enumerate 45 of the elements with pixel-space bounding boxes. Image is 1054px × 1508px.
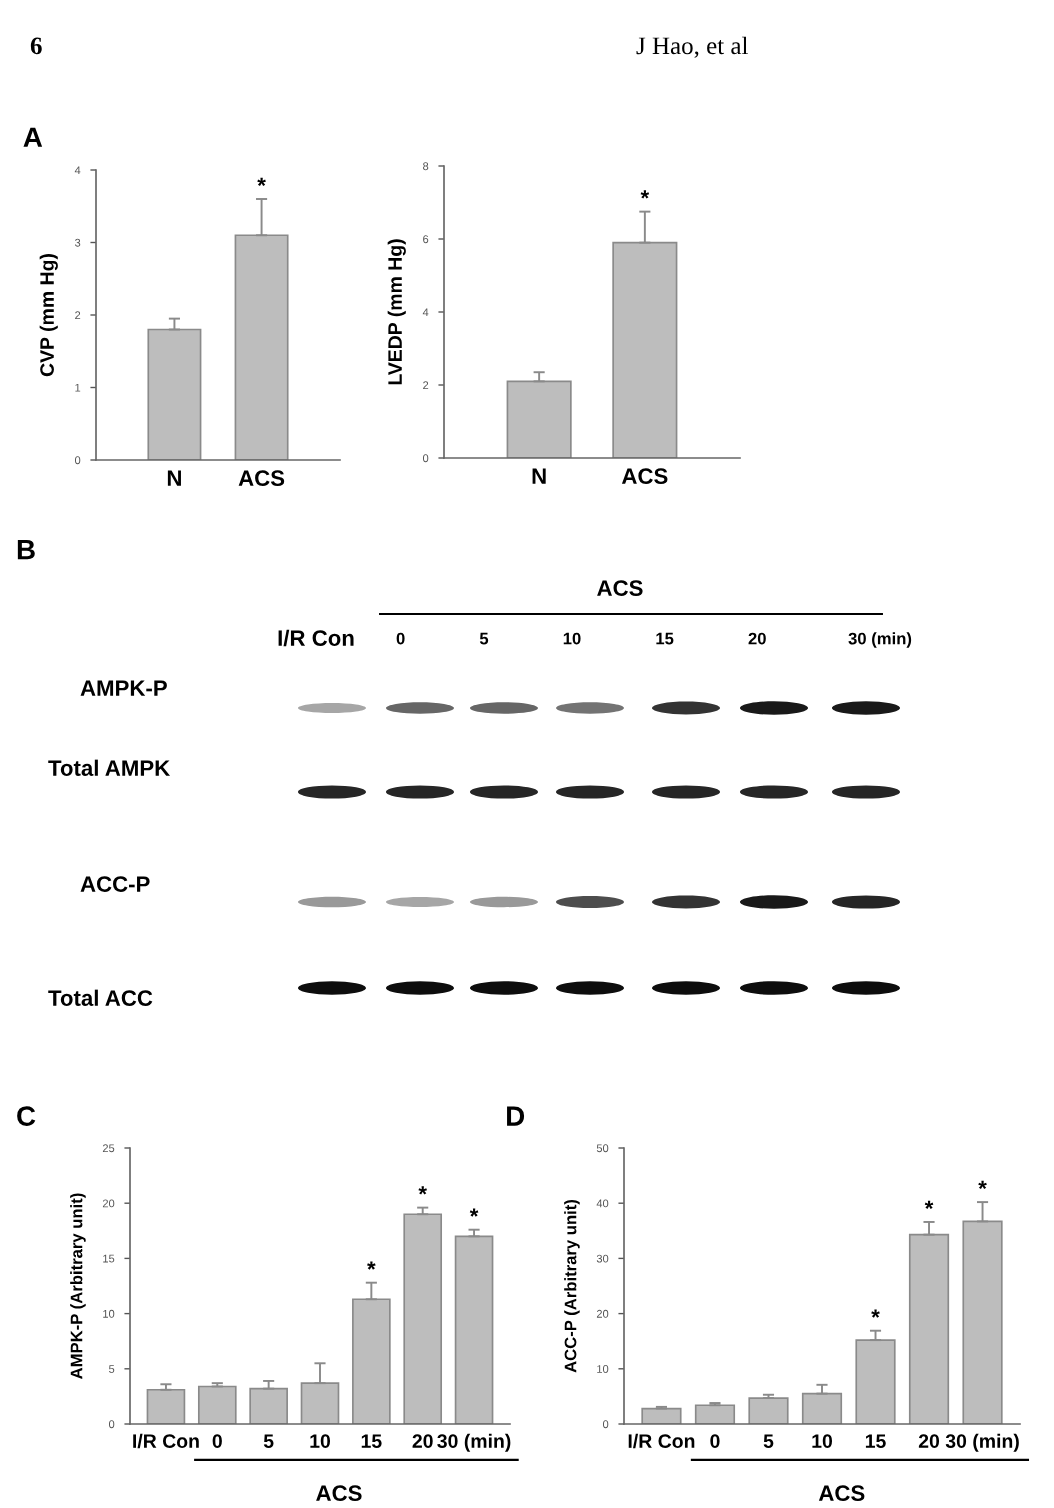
x-tick-label: N	[532, 468, 546, 484]
x-tick-label: ACS	[621, 468, 668, 485]
chart-title: A	[23, 127, 43, 147]
category-label: Total AMPK	[48, 759, 171, 776]
annotation: *	[367, 1261, 376, 1270]
text: 6	[30, 37, 42, 55]
x-tick-label: 0	[710, 1434, 720, 1448]
x-tick-label: ACS	[238, 470, 285, 487]
annotation: *	[978, 1180, 987, 1190]
category-label: Total ACC	[48, 989, 153, 1006]
x-tick-label: N	[167, 470, 181, 486]
y-axis-title: CVP (mm Hg)	[39, 254, 58, 377]
x-tick-label: 30 (min)	[945, 1433, 1019, 1452]
text: ACS	[818, 1485, 865, 1502]
x-tick-label: 10	[812, 1434, 833, 1448]
text: ACS	[316, 1485, 362, 1502]
category-label: 30 (min)	[848, 632, 912, 648]
category-label: AMPK-P	[80, 680, 167, 696]
x-tick-label: I/R Con	[628, 1433, 695, 1449]
x-tick-label: 5	[263, 1434, 274, 1448]
text: B	[17, 540, 35, 560]
text: ACS	[597, 580, 643, 596]
text: J Hao, et al	[636, 36, 748, 58]
y-axis-title: LVEDP (mm Hg)	[387, 239, 406, 385]
x-tick-label: 15	[361, 1434, 382, 1448]
x-tick-label: 20	[918, 1434, 940, 1448]
annotation: *	[924, 1200, 934, 1209]
annotation: *	[418, 1186, 427, 1195]
x-tick-label: 5	[763, 1434, 774, 1448]
annotation: *	[640, 190, 650, 199]
annotation: *	[257, 177, 266, 186]
annotation: *	[871, 1309, 880, 1318]
y-axis-title: AMPK-P (Arbitrary unit)	[70, 1193, 86, 1379]
annotation: *	[469, 1208, 479, 1217]
x-tick-label: I/R Con	[133, 1433, 199, 1449]
category-label: ACC-P	[80, 876, 150, 892]
x-tick-label: 10	[310, 1434, 331, 1448]
x-tick-label: 30 (min)	[437, 1433, 511, 1452]
x-tick-label: 15	[865, 1434, 886, 1448]
x-tick-label: 0	[212, 1434, 222, 1448]
chart-title: C	[17, 1106, 36, 1126]
category-label: I/R Con	[278, 629, 354, 647]
chart-title: D	[507, 1106, 525, 1126]
category-label: 0 5 10 15 20	[396, 632, 766, 645]
y-axis-title: ACC-P (Arbitrary unit)	[564, 1199, 580, 1373]
